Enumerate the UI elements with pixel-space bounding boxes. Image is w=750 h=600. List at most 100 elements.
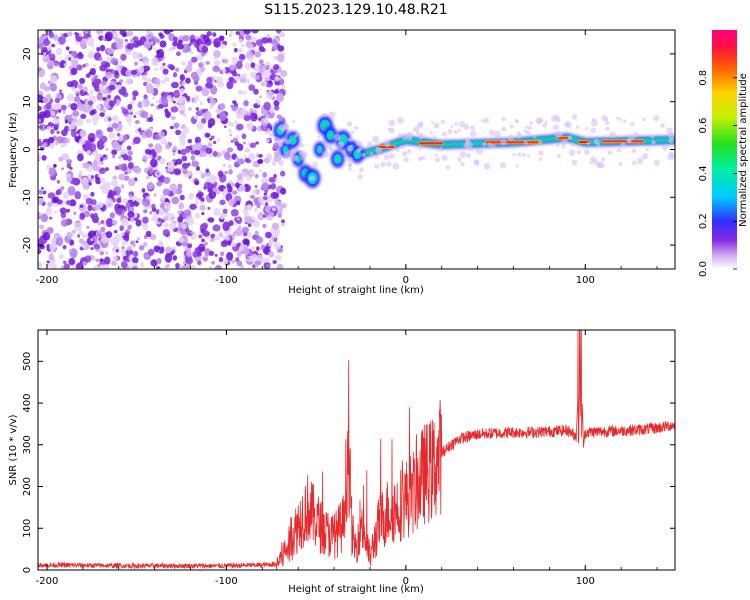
noise-blob (208, 104, 214, 109)
noise-blob (128, 194, 133, 199)
noise-blob (112, 190, 117, 196)
noise-blob (105, 167, 109, 172)
noise-blob (38, 141, 43, 147)
noise-blob (99, 64, 108, 72)
noise-blob (53, 124, 59, 131)
noise-blob (112, 154, 116, 159)
noise-blob (156, 257, 162, 265)
signal-halo-dot (464, 138, 471, 144)
noise-blob (205, 82, 214, 89)
noise-blob (65, 210, 69, 213)
noise-blob (266, 264, 271, 268)
noise-blob (208, 250, 215, 256)
noise-blob (124, 171, 128, 175)
noise-blob (217, 170, 224, 178)
noise-blob (171, 46, 176, 50)
noise-blob (68, 257, 76, 266)
noise-blob (132, 243, 136, 248)
signal-halo-dot (523, 129, 528, 134)
noise-blob (164, 202, 172, 211)
x-tick-label: -200 (36, 275, 59, 286)
noise-blob (48, 167, 57, 177)
noise-blob (59, 89, 63, 93)
signal-halo-dot (576, 125, 580, 130)
signal-halo-dot (357, 174, 363, 180)
noise-blob (268, 251, 275, 258)
noise-blob (120, 260, 128, 269)
signal-halo-dot (620, 142, 626, 148)
signal-halo-dot (442, 131, 448, 137)
noise-blob (199, 204, 206, 211)
noise-blob (132, 137, 141, 145)
signal-halo-dot (348, 167, 352, 171)
noise-blob (234, 120, 239, 125)
noise-blob (86, 225, 90, 229)
noise-blob (127, 217, 131, 222)
signal-halo-dot (406, 148, 412, 154)
noise-blob (212, 65, 221, 73)
signal-halo-dot (417, 122, 424, 129)
noise-blob (98, 233, 102, 238)
signal-halo-dot (653, 114, 660, 122)
noise-blob (262, 171, 268, 178)
noise-blob (65, 200, 72, 206)
noise-blob (158, 208, 165, 216)
noise-blob (50, 237, 57, 245)
noise-blob (100, 80, 107, 86)
signal-halo-dot (388, 153, 395, 160)
noise-blob (38, 248, 42, 255)
noise-blob (71, 86, 76, 92)
noise-blob (258, 169, 262, 172)
noise-blob (194, 94, 200, 101)
noise-blob (231, 56, 238, 65)
noise-blob (158, 32, 163, 37)
noise-blob (105, 148, 109, 151)
signal-halo-dot (584, 126, 589, 131)
signal-halo-dot (374, 155, 379, 159)
noise-blob (47, 192, 56, 199)
noise-blob (229, 34, 232, 37)
noise-blob (62, 245, 67, 250)
noise-blob (156, 181, 163, 187)
colorbar-label: Normalized spectral amplitude (738, 73, 749, 227)
signal-halo-dot (400, 144, 405, 149)
signal-halo-dot (374, 163, 379, 169)
noise-blob (212, 150, 218, 157)
noise-blob (156, 172, 160, 176)
noise-blob (189, 50, 194, 55)
noise-blob (199, 201, 204, 205)
noise-blob (108, 84, 116, 91)
signal-halo-dot (278, 142, 283, 148)
noise-blob (219, 212, 225, 220)
noise-blob (78, 170, 83, 175)
noise-blob (46, 164, 51, 170)
noise-blob (195, 166, 201, 171)
signal-halo-dot (499, 162, 507, 169)
noise-blob (60, 219, 68, 227)
noise-blob (243, 154, 247, 159)
noise-blob (70, 56, 76, 62)
noise-blob (68, 248, 72, 253)
noise-blob (109, 212, 116, 219)
noise-blob (92, 160, 98, 165)
noise-blob (42, 49, 46, 53)
noise-blob (250, 112, 258, 122)
noise-blob (82, 86, 88, 93)
noise-blob (38, 154, 42, 161)
noise-blob (48, 31, 55, 39)
noise-blob (244, 157, 250, 163)
noise-blob (265, 65, 270, 71)
noise-blob (183, 113, 187, 117)
signal-halo-dot (538, 157, 543, 161)
spectrogram-signal-ridge (273, 111, 675, 189)
spectrogram-y-ticks: -20 -10 0 10 20 (22, 48, 675, 253)
noise-blob (84, 91, 88, 96)
noise-blob (139, 262, 145, 268)
signal-halo-dot (300, 155, 307, 161)
signal-halo-dot (420, 155, 426, 161)
noise-blob (61, 167, 65, 171)
noise-blob (95, 129, 104, 139)
signal-halo-dot (312, 161, 318, 167)
signal-halo-dot (466, 152, 471, 158)
noise-blob (190, 264, 196, 269)
